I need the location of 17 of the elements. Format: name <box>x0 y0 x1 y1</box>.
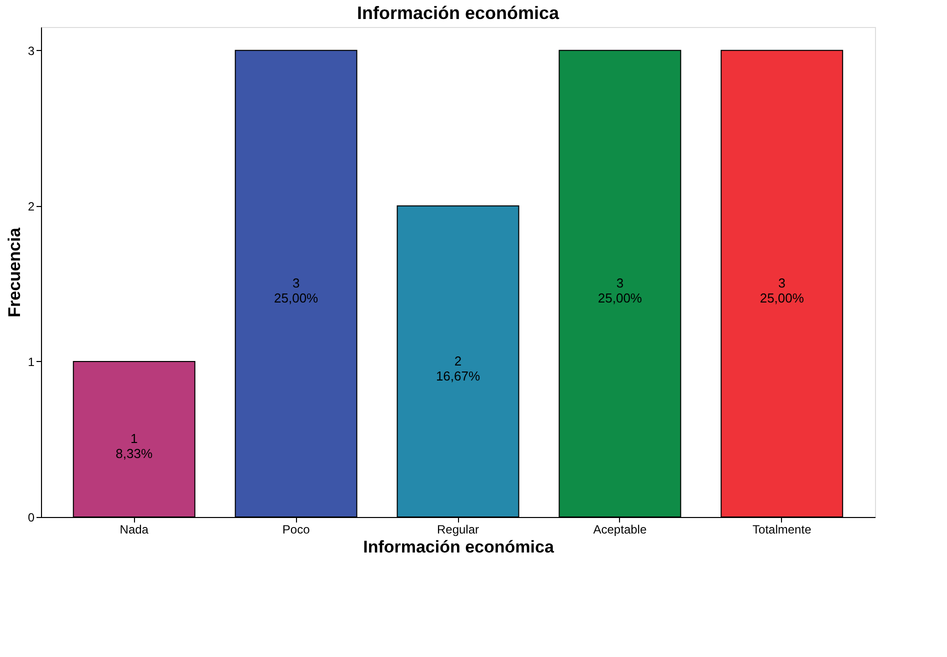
chart-title: Información económica <box>356 3 560 23</box>
x-tick-label: Totalmente <box>752 522 812 536</box>
data-label: 3 25,00% <box>760 276 804 306</box>
x-axis-title: Información económica <box>363 538 554 556</box>
y-tick-label: 0 <box>28 510 35 524</box>
y-tick-label: 1 <box>28 354 35 369</box>
data-label: 3 25,00% <box>598 276 642 306</box>
data-label: 2 16,67% <box>436 353 480 384</box>
data-label: 3 25,00% <box>274 276 319 306</box>
x-tick-label: Aceptable <box>593 522 647 536</box>
data-label: 1 8,33% <box>116 431 153 462</box>
y-tick-label: 3 <box>28 44 35 58</box>
x-tick-label: Regular <box>436 522 480 536</box>
y-axis-title: Frecuencia <box>4 227 24 318</box>
y-tick-label: 2 <box>28 199 35 214</box>
x-tick-label: Poco <box>282 522 310 536</box>
x-tick-label: Nada <box>120 522 149 536</box>
